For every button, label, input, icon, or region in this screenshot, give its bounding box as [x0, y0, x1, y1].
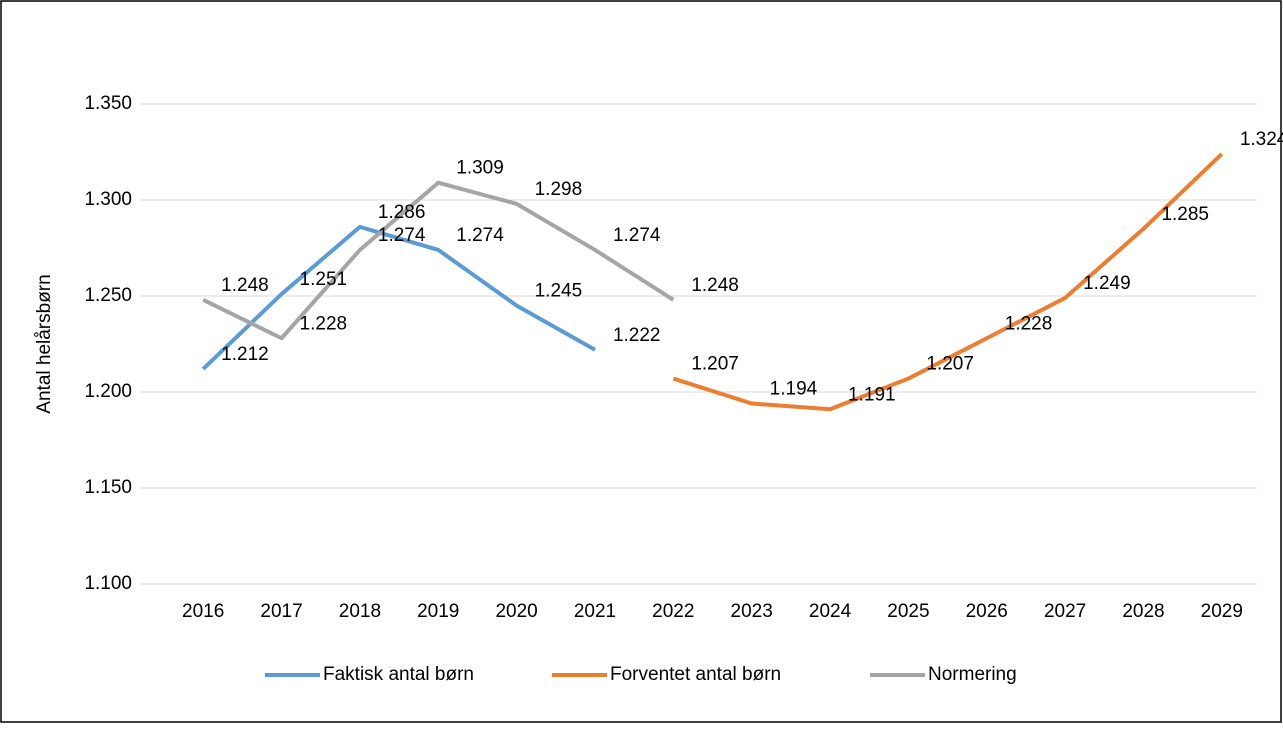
data-label: 1.207 [691, 354, 739, 375]
data-label: 1.251 [300, 269, 348, 290]
data-label: 1.324 [1240, 129, 1283, 150]
data-label: 1.309 [456, 158, 504, 179]
data-label: 1.274 [378, 225, 426, 246]
legend-label: Forventet antal børn [610, 664, 781, 685]
y-tick-label: 1.200 [84, 381, 132, 402]
data-label: 1.191 [848, 384, 896, 405]
data-label: 1.228 [300, 313, 348, 334]
x-tick-label: 2018 [339, 601, 381, 622]
line-series [201, 224, 596, 371]
y-tick-label: 1.250 [84, 285, 132, 306]
line-series [672, 152, 1224, 412]
data-label: 1.274 [613, 225, 661, 246]
data-label: 1.194 [770, 379, 818, 400]
data-label: 1.248 [691, 275, 739, 296]
x-tick-label: 2022 [652, 601, 694, 622]
data-label: 1.286 [378, 202, 426, 223]
x-tick-label: 2026 [966, 601, 1008, 622]
y-tick-label: 1.100 [84, 573, 132, 594]
x-tick-label: 2020 [495, 601, 537, 622]
data-label: 1.285 [1161, 204, 1209, 225]
data-label: 1.248 [221, 275, 269, 296]
y-tick-label: 1.350 [84, 93, 132, 114]
y-tick-label: 1.300 [84, 189, 132, 210]
data-label: 1.298 [535, 179, 583, 200]
y-axis-title: Antal helårsbørn [34, 274, 55, 413]
data-label: 1.245 [535, 281, 583, 302]
x-tick-label: 2027 [1044, 601, 1086, 622]
data-label: 1.274 [456, 225, 504, 246]
x-tick-label: 2016 [182, 601, 224, 622]
data-label: 1.249 [1083, 273, 1131, 294]
x-tick-label: 2028 [1122, 601, 1164, 622]
y-tick-label: 1.150 [84, 477, 132, 498]
x-tick-label: 2017 [260, 601, 302, 622]
x-tick-label: 2019 [417, 601, 459, 622]
data-label: 1.212 [221, 344, 269, 365]
x-tick-label: 2024 [809, 601, 852, 622]
legend-label: Normering [928, 664, 1017, 685]
x-tick-label: 2021 [574, 601, 616, 622]
x-tick-label: 2023 [731, 601, 773, 622]
data-label: 1.228 [1005, 313, 1053, 334]
data-label: 1.222 [613, 325, 661, 346]
legend-label: Faktisk antal børn [323, 664, 474, 685]
line-series [202, 180, 675, 341]
data-label: 1.207 [926, 354, 974, 375]
x-tick-label: 2025 [887, 601, 929, 622]
x-tick-label: 2029 [1201, 601, 1243, 622]
